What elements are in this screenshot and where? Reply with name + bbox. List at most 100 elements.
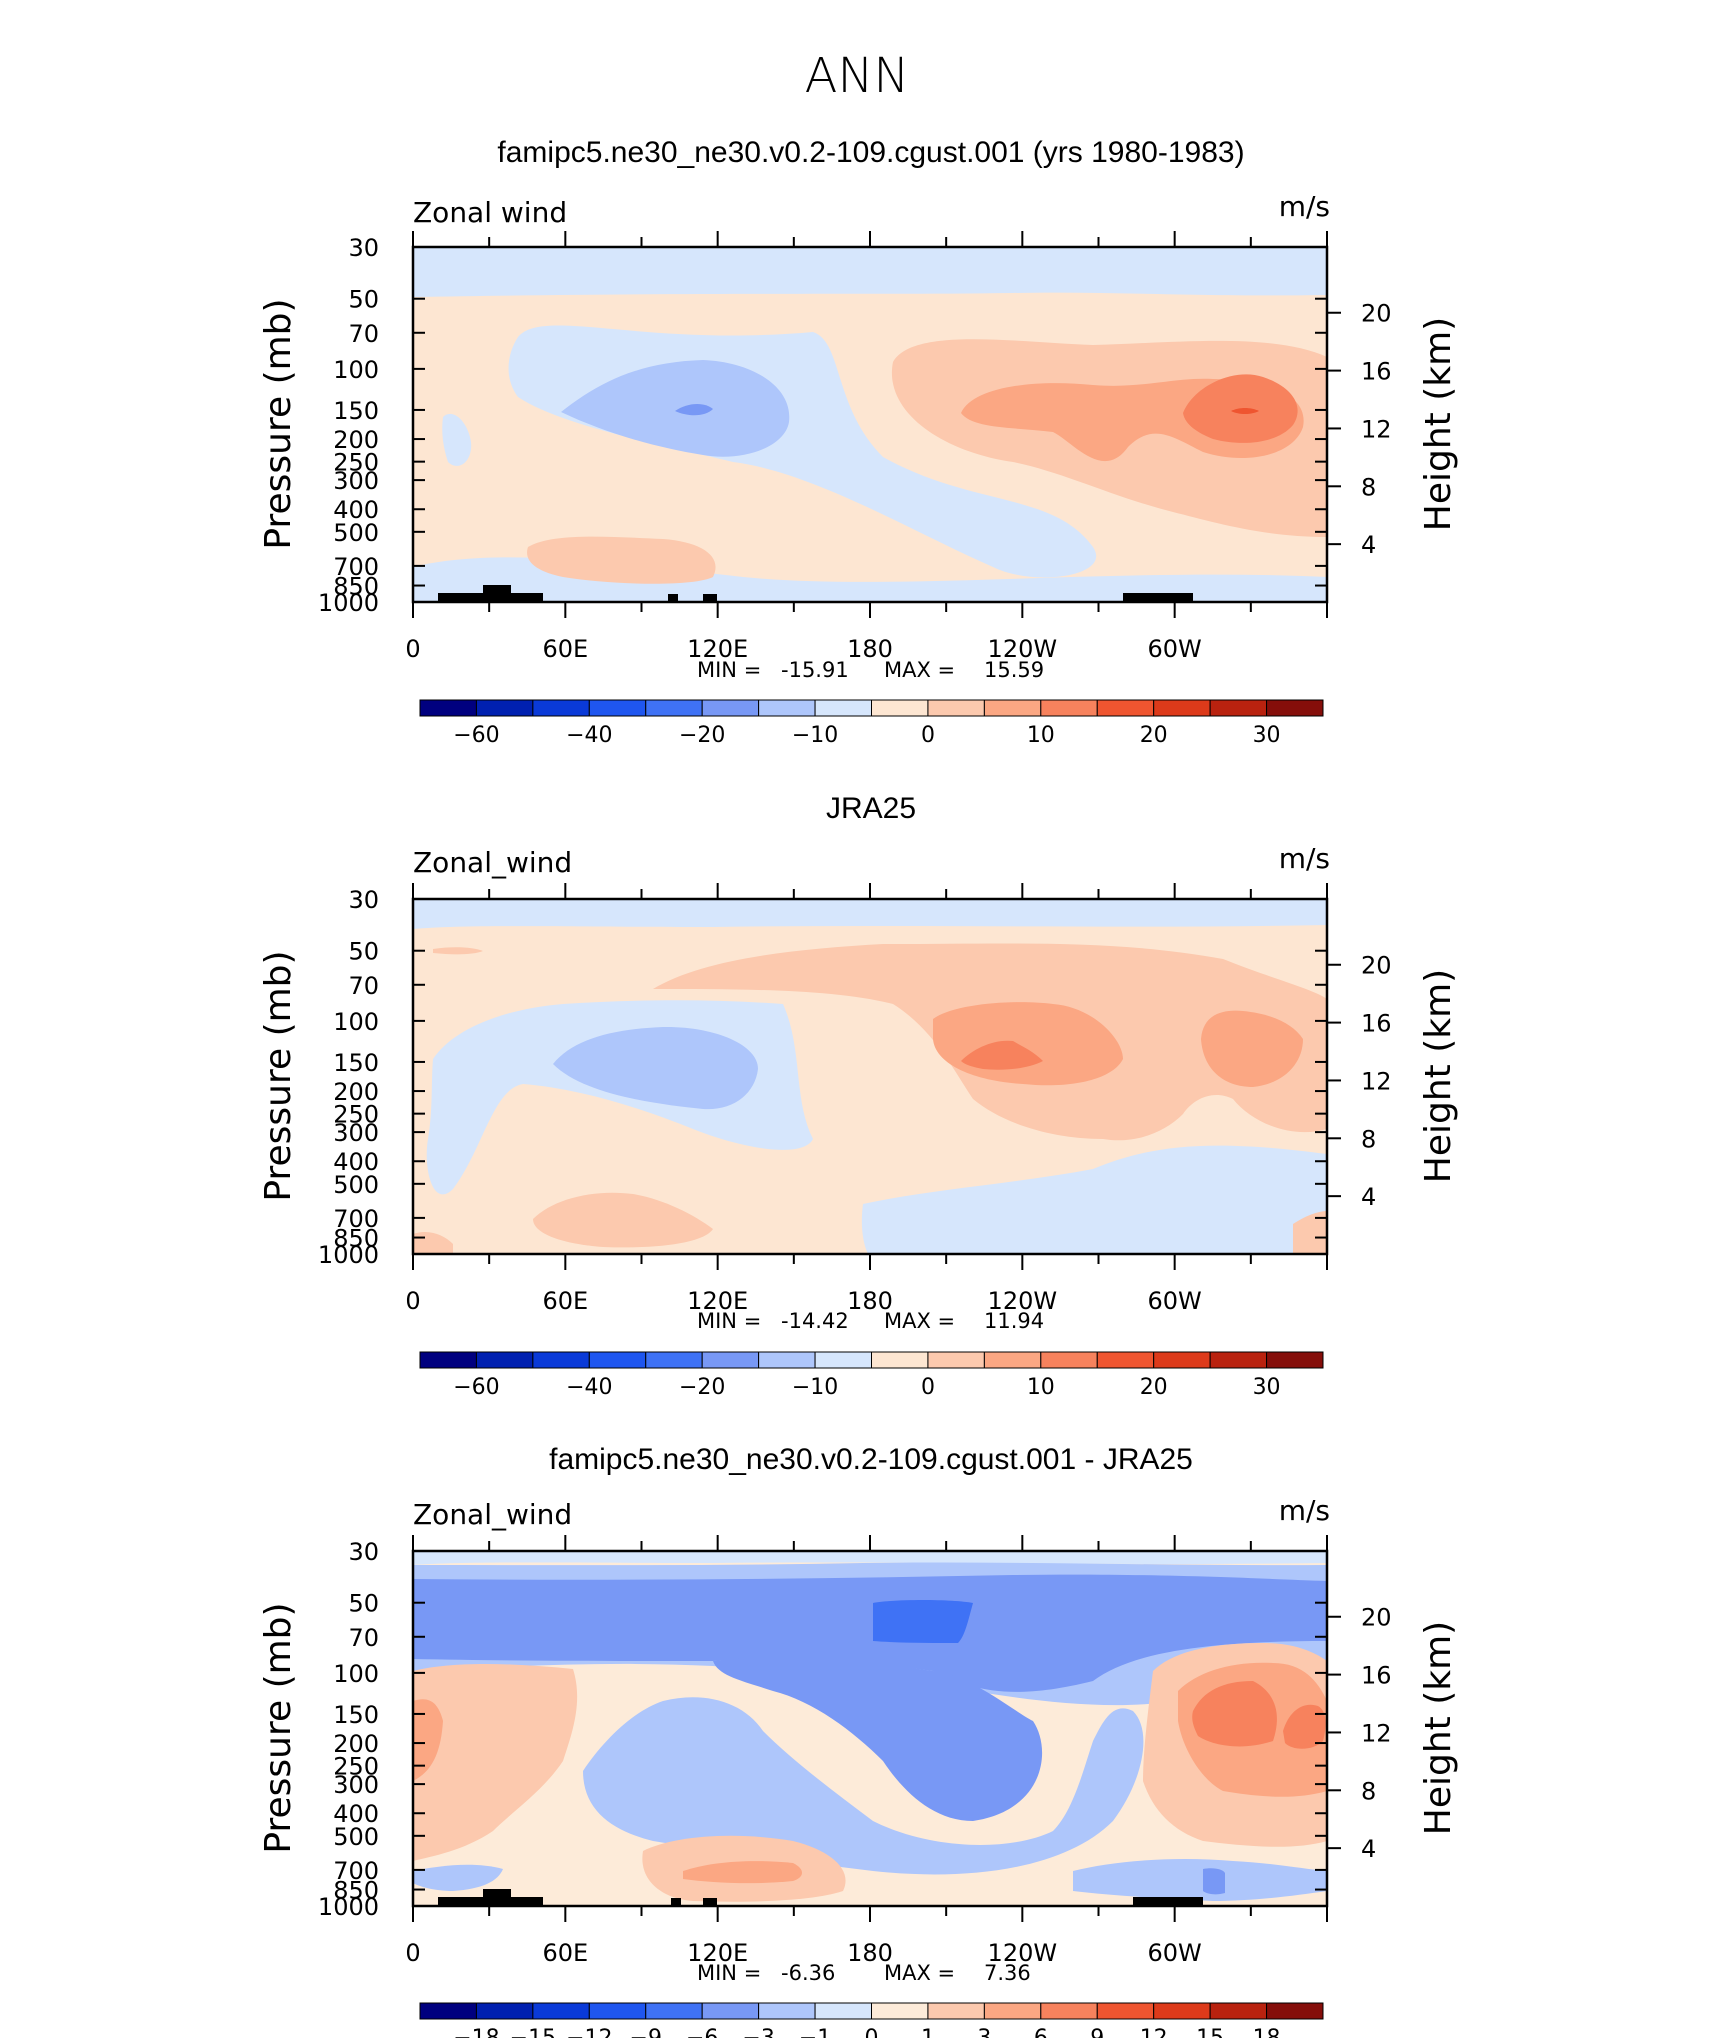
panel-1-min-value: -15.91 [781,658,849,682]
colorbar-label: 6 [1034,2026,1048,2038]
x-tick-label: 180 [847,1287,893,1315]
colorbar-swatch [588,699,647,717]
panel-3-top-band [413,1551,1327,1565]
y-tick-label: 500 [333,519,379,547]
colorbar-label: 12 [1140,2026,1168,2038]
panel-1-topography-island-2 [703,594,717,602]
colorbar-swatch [983,1351,1042,1369]
y-tick-label: 30 [348,1538,379,1566]
y-tick-label: 200 [333,426,379,454]
panel-3-y2-ticks: 20 16 12 8 4 [1327,1604,1392,1863]
y-tick-label: 250 [333,449,379,477]
panel-1-units: m/s [1279,190,1330,223]
y-tick-label: 300 [333,1119,379,1147]
y-tick-label: 500 [333,1823,379,1851]
colorbar-swatch [1153,2002,1211,2020]
y-tick-label: 700 [333,553,379,581]
y-tick-label: 400 [333,496,379,524]
panel-3-title: famipc5.ne30_ne30.v0.2-109.cgust.001 - J… [549,1443,1193,1476]
x-tick-label: 60E [542,635,588,663]
y-tick-label: 850 [333,1225,379,1253]
y2-tick-label: 20 [1361,1604,1392,1632]
colorbar-swatch [475,2002,534,2020]
panel-2-pacific-lowlevel-easterly [861,1145,1327,1254]
x-tick-label: 0 [405,635,420,663]
colorbar-swatch [1266,699,1324,717]
panel-3-central-pacific-minimum [873,1600,973,1643]
panel-2-max-value: 11.94 [984,1309,1044,1333]
panel-1-x-ticks: 0 60E 120E 180 120W 60W [405,231,1328,663]
colorbar-swatch [645,1351,703,1369]
x-tick-label: 60W [1148,635,1202,663]
panel-1: famipc5.ne30_ne30.v0.2-109.cgust.001 (yr… [258,136,1459,748]
y-tick-label: 70 [348,1624,379,1652]
colorbar-label: −6 [686,2026,718,2038]
panel-3-pacific-negative-tongue [713,1656,1043,1821]
colorbar-swatch [758,1351,816,1369]
colorbar-label: 15 [1196,2026,1224,2038]
y-tick-label: 1000 [318,1241,379,1269]
y-tick-label: 700 [333,1857,379,1885]
colorbar-label: −12 [566,2026,612,2038]
panel-1-topography-island [668,594,678,602]
y-tick-label: 500 [333,1171,379,1199]
panel-3-max-label: MAX = [884,1961,955,1985]
x-tick-label: 180 [847,635,893,663]
colorbar-label: 10 [1027,1375,1055,1400]
colorbar-swatch [588,2002,647,2020]
colorbar-swatch [645,699,703,717]
panel-3-left-low-negative [413,1864,503,1891]
panel-3-y2label: Height (km) [1418,1621,1459,1835]
x-tick-label: 120W [988,635,1058,663]
panel-1-max-label: MAX = [884,658,955,682]
y-tick-label: 50 [348,938,379,966]
panel-3-topography-island-2 [703,1898,717,1906]
colorbar-label: 9 [1090,2026,1104,2038]
panel-2-min-label: MIN = [697,1309,761,1333]
panel-1-indian-ocean-lowlevel-westerly [527,536,716,584]
panel-1-title: famipc5.ne30_ne30.v0.2-109.cgust.001 (yr… [497,136,1244,169]
panel-3-variable: Zonal_wind [413,1498,572,1531]
panel-1-max-value: 15.59 [984,658,1044,682]
panel-3-indian-ocean-low-core [683,1861,802,1884]
y-tick-label: 200 [333,1078,379,1106]
figure-title: ANN [805,48,910,104]
colorbar-label: −60 [453,1375,499,1400]
y-tick-label: 200 [333,1730,379,1758]
panel-1-ylabel: Pressure (mb) [258,298,299,549]
panel-3-colorbar: −18 −15 −12 −9 −6 −3 −1 0 1 3 6 9 12 15 18 [419,2002,1324,2038]
colorbar-swatch [701,699,760,717]
x-tick-label: 120E [687,635,748,663]
panel-1-west-pacific-jet-mid [561,360,790,457]
y2-tick-label: 4 [1361,531,1376,559]
y2-tick-label: 8 [1361,1777,1376,1805]
panel-2-atlantic-westerly [1201,1010,1303,1087]
panel-2-colorbar: −60 −40 −20 −10 0 10 20 30 [419,1351,1324,1400]
colorbar-label: −20 [679,723,725,748]
colorbar-swatch [1266,1351,1324,1369]
panel-2-min-value: -14.42 [781,1309,849,1333]
y-tick-label: 1000 [318,589,379,617]
colorbar-swatch [419,699,477,717]
colorbar-swatch [1040,1351,1098,1369]
panel-3-topography-island [671,1898,681,1906]
panel-2-upper-easterlies [413,899,1327,929]
colorbar-label: 18 [1253,2026,1281,2038]
y-tick-label: 150 [333,1701,379,1729]
panel-1-topography-andes [1123,593,1193,602]
colorbar-swatch [701,2002,760,2020]
colorbar-swatch [983,699,1042,717]
y2-tick-label: 12 [1361,1719,1392,1747]
panel-1-variable: Zonal wind [413,196,567,229]
panel-3-plot-area [413,1551,1327,1906]
colorbar-label: −40 [566,723,612,748]
panel-2-x-ticks: 0 60E 120E 180 120W 60W [405,883,1328,1315]
colorbar-swatch [532,699,590,717]
panel-3-topography-andes [1133,1897,1203,1906]
colorbar-swatch [871,1351,929,1369]
panel-1-west-pacific-jet-core [675,403,713,416]
colorbar-label: −60 [453,723,499,748]
